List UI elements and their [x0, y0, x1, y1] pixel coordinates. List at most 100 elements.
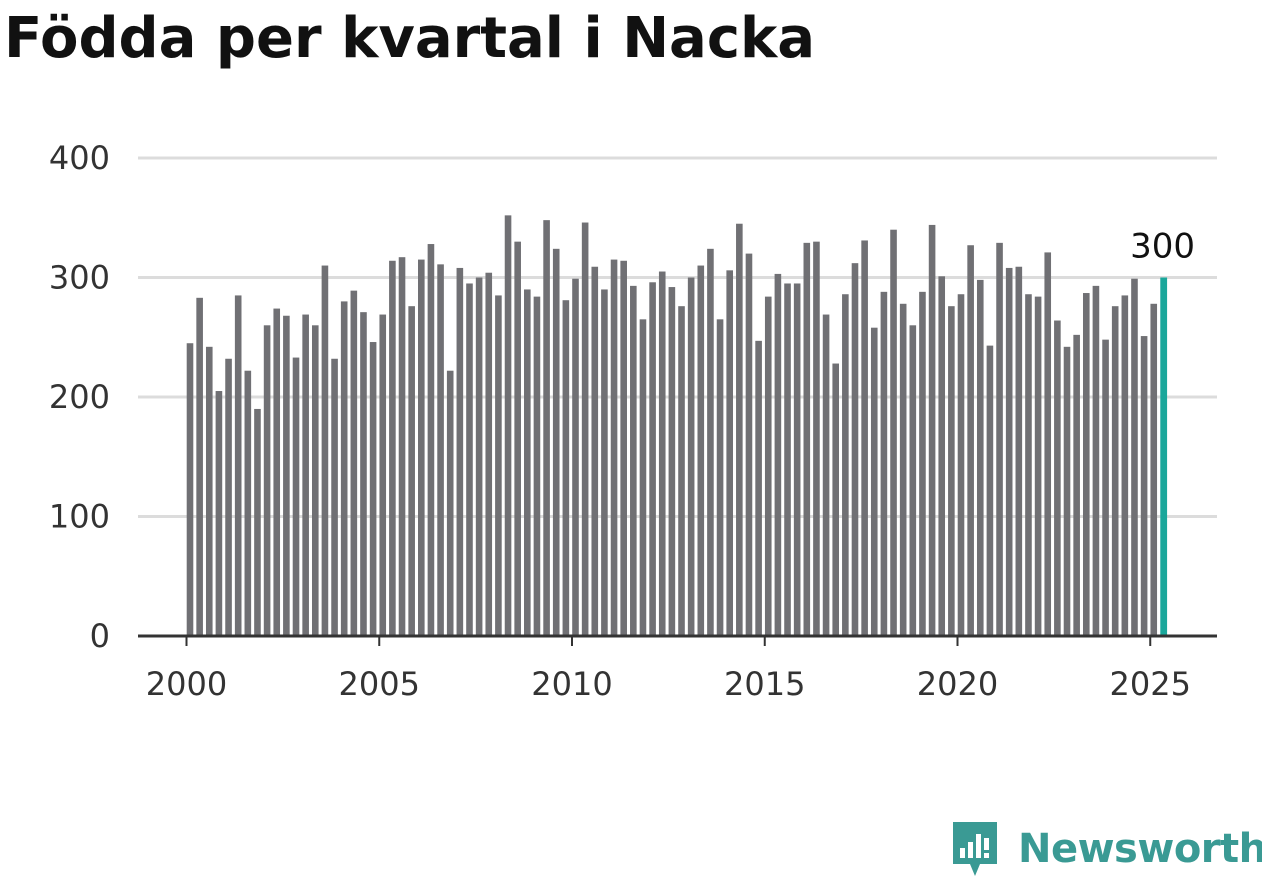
bar — [630, 285, 637, 636]
bar — [254, 408, 261, 636]
bar — [784, 283, 791, 636]
bar — [283, 315, 290, 636]
highlighted-bar — [1160, 277, 1168, 636]
bar — [504, 215, 512, 637]
bar — [485, 272, 493, 636]
bar — [244, 370, 252, 636]
bar — [225, 358, 232, 636]
bar — [331, 358, 338, 636]
bar — [986, 345, 994, 636]
bar — [948, 306, 955, 636]
bar — [1102, 339, 1109, 636]
bar — [514, 241, 521, 636]
bar — [215, 391, 223, 636]
bar — [572, 278, 579, 636]
y-tick-label: 100 — [49, 498, 110, 536]
x-tick-label: 2020 — [917, 665, 998, 703]
bar — [601, 289, 608, 636]
bar — [1025, 294, 1032, 636]
bar — [880, 291, 888, 636]
bar — [678, 306, 685, 636]
bar — [524, 289, 531, 636]
bar — [996, 242, 1003, 636]
bar — [273, 308, 281, 636]
bar — [398, 257, 406, 636]
bar — [668, 287, 676, 636]
bar — [928, 224, 936, 637]
x-tick-label: 2010 — [531, 665, 612, 703]
bar — [755, 340, 762, 636]
bar — [774, 273, 782, 636]
bar — [803, 242, 811, 636]
bar — [234, 295, 242, 636]
bar — [938, 276, 946, 636]
bar — [196, 297, 203, 636]
y-tick-label: 300 — [49, 259, 110, 297]
bar — [620, 260, 627, 636]
bar — [716, 319, 724, 636]
bar — [697, 265, 705, 636]
bar — [591, 266, 599, 636]
bar — [1092, 285, 1100, 636]
bar — [764, 296, 772, 636]
bar — [822, 314, 830, 636]
bar — [919, 291, 926, 636]
bar — [649, 282, 656, 636]
bar — [1005, 267, 1013, 636]
chart-title: Födda per kvartal i Nacka — [4, 6, 816, 71]
bar — [832, 363, 840, 636]
bar — [427, 244, 435, 637]
bar — [967, 245, 974, 637]
bar — [1034, 296, 1042, 636]
bar — [495, 295, 502, 636]
bar — [543, 220, 550, 636]
bar — [379, 314, 387, 636]
bar — [851, 263, 859, 636]
x-tick-label: 2025 — [1110, 665, 1191, 703]
bar — [186, 343, 194, 636]
x-tick-label: 2005 — [339, 665, 420, 703]
bar — [408, 306, 415, 636]
bar — [842, 294, 849, 636]
bar — [890, 229, 897, 636]
bar — [870, 327, 878, 636]
bar — [466, 283, 473, 636]
bar — [562, 300, 570, 636]
bar — [793, 283, 801, 636]
bar — [861, 240, 868, 636]
x-tick-label: 2015 — [724, 665, 805, 703]
bar — [1082, 293, 1090, 636]
bar — [726, 270, 733, 636]
bar — [1063, 346, 1071, 636]
bar — [418, 259, 425, 636]
x-axis-ticks: 2000 2005 2010 2015 2020 2025 — [146, 636, 1191, 703]
bar — [475, 277, 483, 636]
bar — [1121, 295, 1129, 636]
bar — [360, 312, 367, 636]
bar — [736, 223, 743, 636]
bar — [350, 290, 358, 636]
annotations: 300 — [1130, 227, 1195, 267]
bar — [302, 314, 309, 636]
bar — [899, 303, 907, 636]
bar — [292, 357, 300, 636]
bar — [446, 370, 454, 636]
newsworthy-logo-icon — [953, 822, 997, 876]
bar — [957, 294, 965, 636]
y-tick-label: 0 — [90, 617, 110, 655]
y-axis-ticks: 0 100 200 300 400 — [49, 139, 110, 655]
bar — [581, 222, 589, 636]
x-tick-label: 2000 — [146, 665, 227, 703]
bar — [1044, 252, 1052, 636]
bar — [456, 267, 464, 636]
bar — [909, 325, 917, 636]
bar — [976, 279, 984, 636]
latest-value-label: 300 — [1130, 227, 1195, 267]
bars — [186, 215, 1168, 637]
bar — [610, 259, 618, 636]
y-tick-label: 400 — [49, 139, 110, 177]
newsworthy-brand: Newsworthy — [950, 818, 1262, 880]
bar — [707, 248, 714, 636]
bar — [813, 241, 820, 636]
